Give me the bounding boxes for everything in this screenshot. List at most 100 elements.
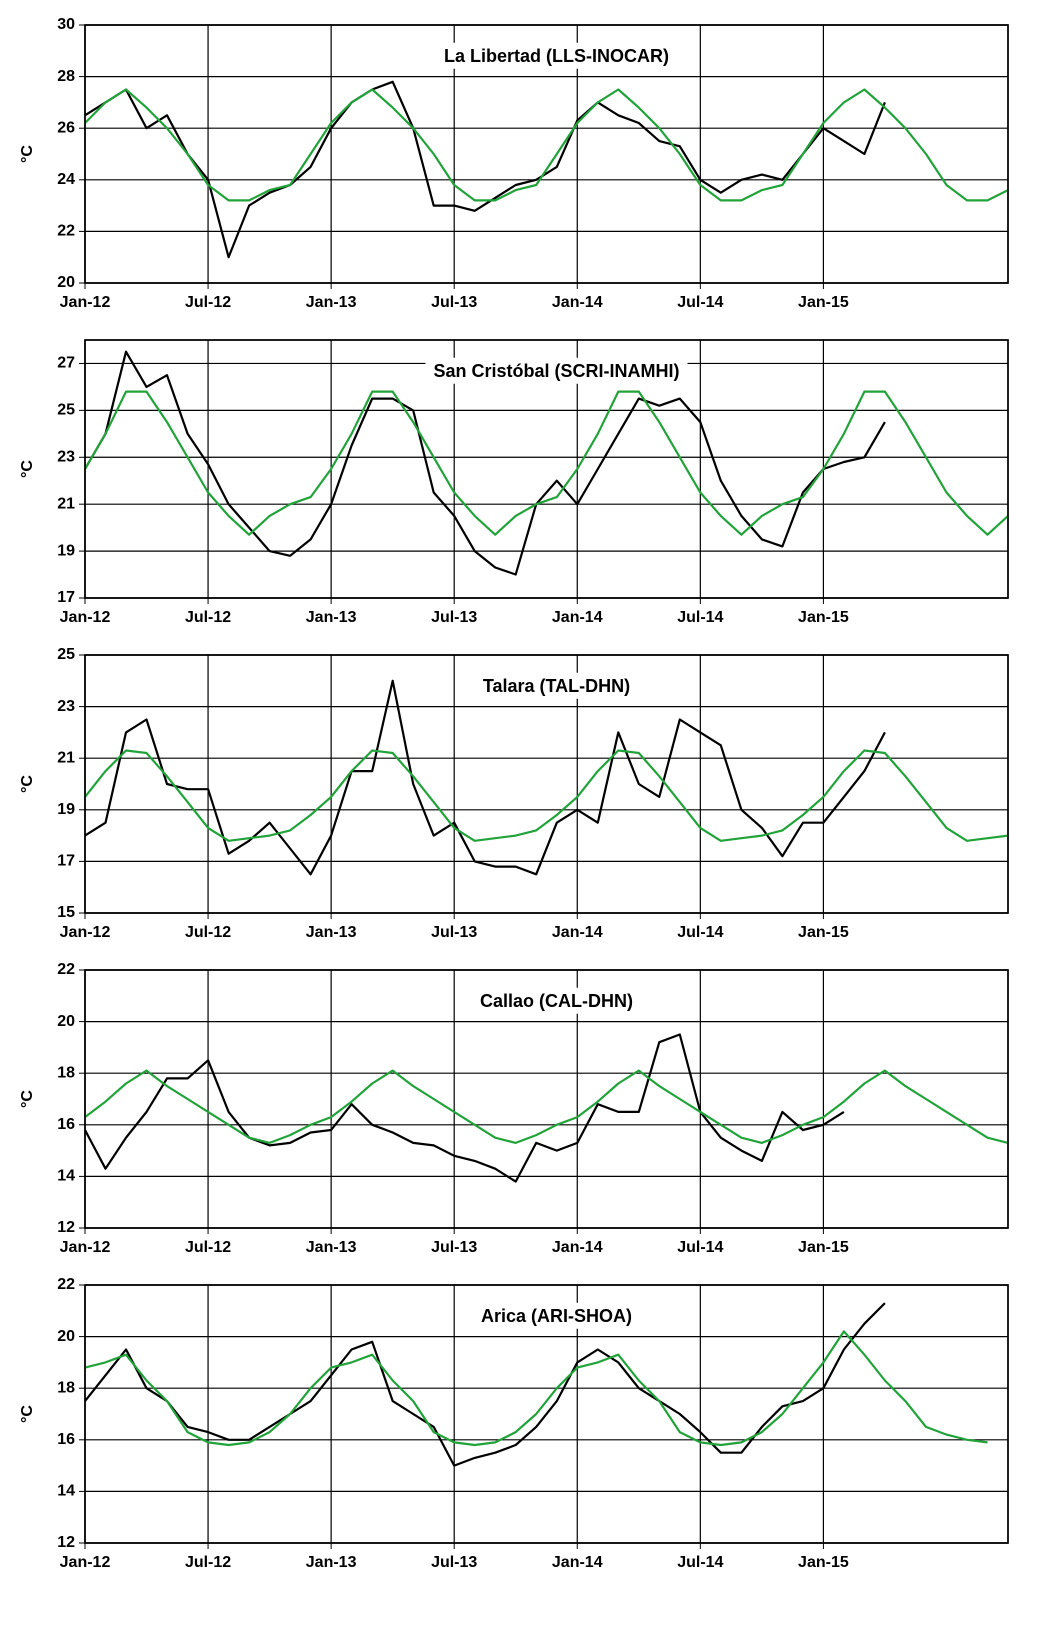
chart-title: La Libertad (LLS-INOCAR)	[444, 46, 669, 66]
x-tick-label: Jan-14	[552, 609, 603, 626]
chart-title: Arica (ARI-SHOA)	[481, 1306, 632, 1326]
x-tick-label: Jul-13	[431, 294, 477, 311]
y-axis-label: °C	[19, 460, 36, 478]
y-tick-label: 25	[57, 646, 75, 663]
y-tick-label: 21	[57, 749, 75, 766]
y-tick-label: 28	[57, 68, 75, 85]
y-tick-label: 18	[57, 1064, 75, 1081]
data-line	[84, 88, 1009, 202]
x-tick-label: Jan-13	[306, 1554, 357, 1571]
data-line	[84, 80, 886, 259]
y-tick-label: 23	[57, 448, 75, 465]
title-background	[425, 357, 688, 384]
x-tick-label: Jul-14	[677, 1554, 723, 1571]
x-tick-label: Jan-12	[60, 609, 111, 626]
y-axis-label: °C	[19, 775, 36, 793]
x-tick-label: Jul-12	[185, 1554, 231, 1571]
x-tick-label: Jan-13	[306, 294, 357, 311]
chart-title: Talara (TAL-DHN)	[483, 676, 630, 696]
x-tick-label: Jan-13	[306, 924, 357, 941]
x-tick-label: Jul-14	[677, 294, 723, 311]
x-tick-label: Jul-13	[431, 924, 477, 941]
x-tick-label: Jan-13	[306, 1239, 357, 1256]
y-tick-label: 16	[57, 1431, 75, 1448]
x-tick-label: Jul-12	[185, 1239, 231, 1256]
plot-border	[84, 1284, 1009, 1544]
data-line	[84, 390, 1009, 536]
y-tick-label: 19	[57, 801, 75, 818]
title-background	[472, 1302, 641, 1329]
x-tick-label: Jul-12	[185, 294, 231, 311]
title-background	[472, 987, 641, 1014]
panel: 17 19 21 23 25 27 Jan-12 Jul-12 Jan-13 Jul-13 Jan-…	[19, 339, 1009, 626]
x-tick-label: Jan-15	[798, 1554, 849, 1571]
chart-title: San Cristóbal (SCRI-INAMHI)	[433, 361, 679, 381]
y-tick-label: 22	[57, 1276, 75, 1293]
panel: 12 14 16 18 20 22 Jan-12 Jul-12 Jan-13 Jul-13 Jan-…	[19, 1276, 1009, 1571]
y-tick-label: 14	[57, 1483, 75, 1500]
y-tick-label: 22	[57, 961, 75, 978]
y-tick-label: 22	[57, 223, 75, 240]
y-tick-label: 19	[57, 542, 75, 559]
plot-border	[84, 654, 1009, 914]
y-tick-label: 20	[57, 1013, 75, 1030]
x-tick-label: Jan-14	[552, 924, 603, 941]
x-tick-label: Jul-14	[677, 609, 723, 626]
title-background	[436, 42, 677, 69]
x-tick-label: Jan-14	[552, 294, 603, 311]
chart-title: Callao (CAL-DHN)	[480, 991, 633, 1011]
x-tick-label: Jan-14	[552, 1554, 603, 1571]
y-tick-label: 14	[57, 1168, 75, 1185]
x-tick-label: Jan-12	[60, 294, 111, 311]
y-tick-label: 12	[57, 1219, 75, 1236]
x-tick-label: Jul-13	[431, 1554, 477, 1571]
y-tick-label: 24	[57, 171, 75, 188]
plot-border	[84, 24, 1009, 284]
data-line	[84, 1302, 886, 1467]
data-line	[84, 1069, 1009, 1144]
x-tick-label: Jan-12	[60, 1239, 111, 1256]
x-tick-label: Jul-13	[431, 1239, 477, 1256]
x-tick-label: Jan-15	[798, 1239, 849, 1256]
y-tick-label: 27	[57, 355, 75, 372]
x-tick-label: Jan-15	[798, 294, 849, 311]
plot-border	[84, 969, 1009, 1229]
y-tick-label: 23	[57, 698, 75, 715]
x-tick-label: Jul-14	[677, 1239, 723, 1256]
y-tick-label: 30	[57, 16, 75, 33]
x-tick-label: Jan-14	[552, 1239, 603, 1256]
x-tick-label: Jan-15	[798, 924, 849, 941]
x-tick-label: Jul-13	[431, 609, 477, 626]
y-tick-label: 18	[57, 1379, 75, 1396]
y-tick-label: 16	[57, 1116, 75, 1133]
x-tick-label: Jan-12	[60, 1554, 111, 1571]
data-line	[84, 679, 886, 876]
y-tick-label: 21	[57, 495, 75, 512]
data-line	[84, 350, 886, 576]
data-line	[84, 1330, 988, 1447]
panel: 12 14 16 18 20 22 Jan-12 Jul-12 Jan-13 Jul-13 Jan-…	[19, 961, 1009, 1256]
y-tick-label: 15	[57, 904, 75, 921]
title-background	[474, 672, 639, 699]
y-axis-label: °C	[19, 1090, 36, 1108]
y-axis-label: °C	[19, 1405, 36, 1423]
x-tick-label: Jan-15	[798, 609, 849, 626]
y-tick-label: 17	[57, 589, 75, 606]
plot-border	[84, 339, 1009, 599]
data-line	[84, 749, 1009, 842]
x-tick-label: Jul-14	[677, 924, 723, 941]
panel: 20 22 24 26 28 30 Jan-12 Jul-12 Jan-13 Jul-13 Jan-…	[19, 16, 1009, 311]
y-tick-label: 25	[57, 402, 75, 419]
x-tick-label: Jul-12	[185, 924, 231, 941]
y-axis-label: °C	[19, 145, 36, 163]
y-tick-label: 20	[57, 1328, 75, 1345]
x-tick-label: Jan-13	[306, 609, 357, 626]
x-tick-label: Jul-12	[185, 609, 231, 626]
data-line	[84, 1033, 845, 1183]
y-tick-label: 12	[57, 1534, 75, 1551]
y-tick-label: 20	[57, 274, 75, 291]
x-tick-label: Jan-12	[60, 924, 111, 941]
panel: 15 17 19 21 23 25 Jan-12 Jul-12 Jan-13 Jul-13 Jan-…	[19, 646, 1009, 941]
y-tick-label: 17	[57, 853, 75, 870]
